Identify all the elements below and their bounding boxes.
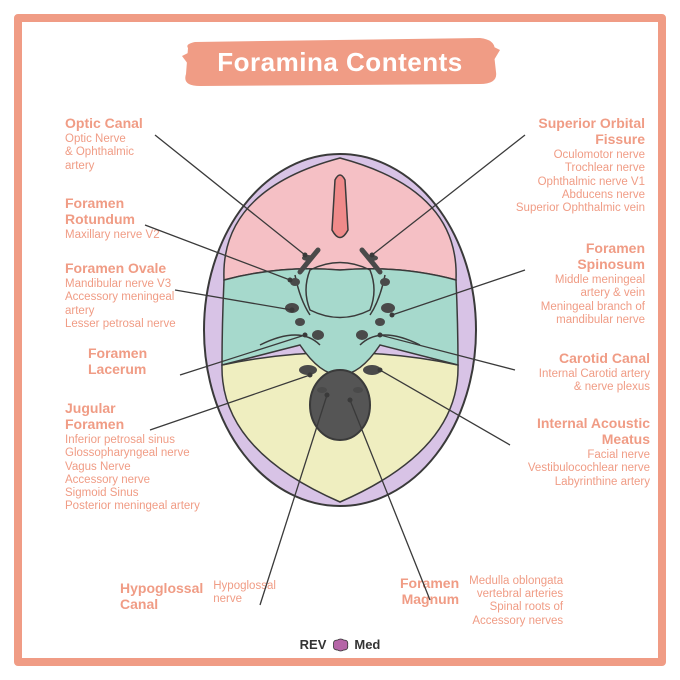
label-foramen-spinosum: Foramen SpinosumMiddle meningeal artery … xyxy=(490,240,645,327)
label-jugular-foramen: Jugular ForamenInferior petrosal sinus G… xyxy=(65,400,235,514)
label-foramen-magnum: Foramen Magnum Medulla oblongata vertebra… xyxy=(400,575,630,628)
brain-icon xyxy=(330,638,350,652)
label-carotid-canal: Carotid Canal Internal Carotid artery & n… xyxy=(490,350,650,395)
logo-text-right: Med xyxy=(354,637,380,652)
skull-diagram xyxy=(200,150,480,510)
label-title: Optic Canal xyxy=(65,115,195,131)
label-content: Medulla oblongata vertebral arteries Spi… xyxy=(469,575,563,628)
label-title: Foramen Spinosum xyxy=(490,240,645,272)
label-title: Foramen Magnum xyxy=(400,575,459,607)
label-title: Internal Acoustic Meatus xyxy=(480,415,650,447)
logo-text-left: REV xyxy=(300,637,327,652)
label-content: Middle meningeal artery & vein Meningeal… xyxy=(490,274,645,327)
label-foramen-ovale: Foramen Ovale Mandibular nerve V3 Accesso… xyxy=(65,260,215,331)
label-title: Carotid Canal xyxy=(490,350,650,366)
label-internal-acoustic: Internal Acoustic MeatusFacial nerve Ves… xyxy=(480,415,650,489)
label-content: Mandibular nerve V3 Accessory meningeal … xyxy=(65,278,215,331)
label-superior-orbital: Superior Orbital FissureOculomotor nerve… xyxy=(485,115,645,215)
diagram-area: Optic Canal Optic Nerve & Ophthalmic arte… xyxy=(0,0,680,680)
label-hypoglossal-canal: Hypoglossal Canal Hypoglossal nerve xyxy=(120,580,300,614)
label-title: Foramen Lacerum xyxy=(88,345,208,377)
label-content: Inferior petrosal sinus Glossopharyngeal… xyxy=(65,434,235,513)
label-title: Foramen Rotundum xyxy=(65,195,205,227)
label-title: Foramen Ovale xyxy=(65,260,215,276)
label-content: Internal Carotid artery & nerve plexus xyxy=(490,368,650,394)
label-optic-canal: Optic Canal Optic Nerve & Ophthalmic arte… xyxy=(65,115,195,173)
label-content: Maxillary nerve V2 xyxy=(65,229,205,242)
brand-logo: REV Med xyxy=(300,637,381,652)
label-foramen-lacerum: Foramen Lacerum xyxy=(88,345,208,379)
label-title: Superior Orbital Fissure xyxy=(485,115,645,147)
label-foramen-rotundum: Foramen Rotundum Maxillary nerve V2 xyxy=(65,195,205,242)
label-title: Hypoglossal Canal xyxy=(120,580,203,612)
label-content: Hypoglossal nerve xyxy=(213,580,276,606)
label-content: Optic Nerve & Ophthalmic artery xyxy=(65,133,195,173)
label-content: Facial nerve Vestibulocochlear nerve Lab… xyxy=(480,449,650,489)
label-title: Jugular Foramen xyxy=(65,400,235,432)
label-content: Oculomotor nerve Trochlear nerve Ophthal… xyxy=(485,149,645,215)
